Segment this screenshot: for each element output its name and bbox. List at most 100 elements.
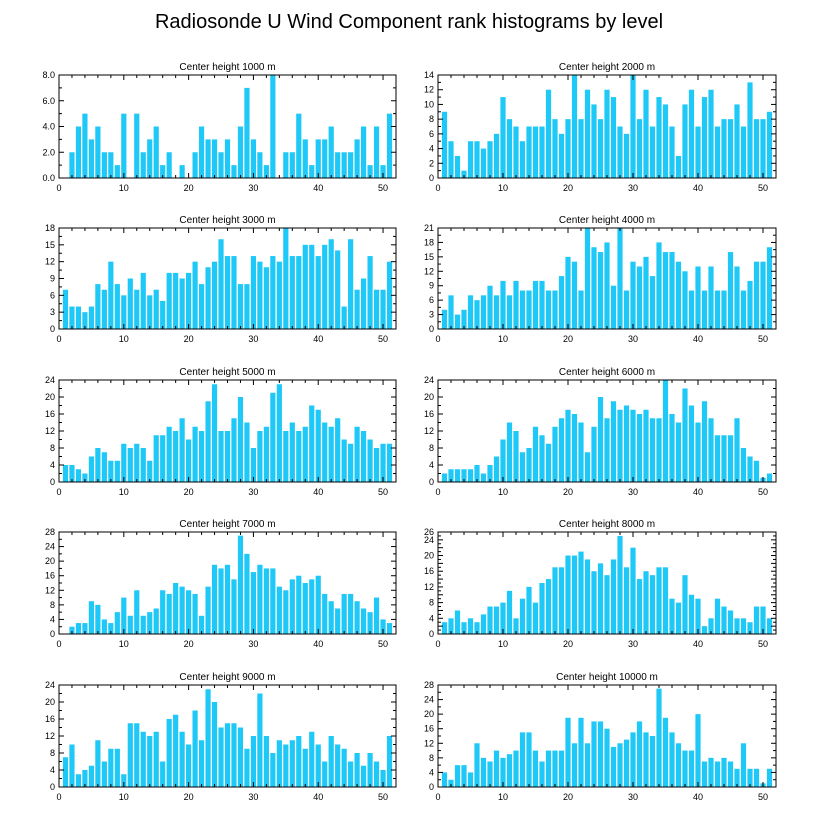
panel-5-bar xyxy=(160,435,166,482)
panel-4-xtick-label: 10 xyxy=(498,334,508,344)
panel-7-bar xyxy=(173,583,179,634)
panel-6-bar xyxy=(558,418,565,482)
panel-7-bar xyxy=(160,590,166,634)
panel-8-bar xyxy=(643,571,649,634)
panel-5-xtick-label: 0 xyxy=(56,487,61,497)
panel-4-xtick-label: 0 xyxy=(435,334,440,344)
panel-6-ytick-label: 16 xyxy=(424,409,434,419)
panel-3-bar xyxy=(101,289,107,329)
panel-10-bar xyxy=(740,743,747,787)
panel-8-xtick-label: 30 xyxy=(628,639,638,649)
panel-10-bar xyxy=(734,768,740,787)
panel-10-xtick-label: 0 xyxy=(435,792,440,802)
panel-2-bar xyxy=(493,133,500,178)
panel-7-xtick-label: 0 xyxy=(56,639,61,649)
panel-2-ytick-label: 2 xyxy=(429,158,434,168)
panel-9-bar xyxy=(114,748,120,787)
panel-9-title: Center height 9000 m xyxy=(179,672,275,683)
panel-9-bar xyxy=(354,753,360,787)
panel-1-bar xyxy=(69,152,75,178)
panel-9-bar xyxy=(309,731,315,787)
panel-3-bar xyxy=(179,278,185,329)
panel-1-bar xyxy=(309,165,315,179)
panel-4-bar xyxy=(519,290,526,329)
panel-3-bar xyxy=(75,306,82,329)
panel-7-bar xyxy=(101,619,107,634)
panel-2-bar xyxy=(558,133,565,178)
panel-8-bar xyxy=(714,598,721,634)
panel-2-bar xyxy=(623,133,630,178)
panel-4-bar xyxy=(467,295,474,329)
panel-6-xtick-label: 40 xyxy=(693,487,703,497)
panel-6: Center height 6000 m 0 10 20 30 40 50 0 4 8 12 16 20… xyxy=(424,367,777,497)
panel-5-bar xyxy=(205,401,211,482)
panel-6-bar xyxy=(591,426,597,482)
panel-8-bar xyxy=(500,602,506,634)
panel-5-bar xyxy=(186,439,192,482)
panel-6-ytick-label: 12 xyxy=(424,426,434,436)
panel-7-xtick-label: 30 xyxy=(248,639,258,649)
panel-7-bar xyxy=(250,572,257,634)
panel-9-bar xyxy=(127,723,133,787)
panel-9-bar xyxy=(302,748,308,787)
panel-6-bar xyxy=(649,418,656,482)
panel-4-bar xyxy=(701,290,708,329)
panel-9-bar xyxy=(386,736,393,787)
panel-3-ytick-label: 12 xyxy=(45,257,55,267)
panel-7-ytick-label: 8 xyxy=(50,600,55,610)
panel-6-bar xyxy=(526,448,532,482)
panel-8-ytick-label: 20 xyxy=(424,551,434,561)
panel-7-bar xyxy=(263,568,269,634)
panel-7-bar xyxy=(270,568,276,634)
panel-5-bar xyxy=(95,448,101,482)
panel-10-ytick-label: 24 xyxy=(424,695,434,705)
panel-6-ytick-label: 0 xyxy=(429,477,434,487)
panel-5-bar xyxy=(218,431,224,482)
panel-7-bar xyxy=(341,593,347,634)
panel-7-bar xyxy=(192,593,198,634)
panel-5-bar xyxy=(198,431,205,482)
panel-10-bar xyxy=(493,750,500,787)
panel-6-bar xyxy=(461,469,467,482)
panel-1-bar xyxy=(134,113,140,179)
panel-10-xtick-label: 30 xyxy=(628,792,638,802)
panel-1-bar xyxy=(121,113,127,179)
panel-7-bar xyxy=(88,601,94,634)
panel-3-bar xyxy=(348,239,354,329)
panel-8-bar xyxy=(513,618,519,634)
panel-6-xtick-label: 0 xyxy=(435,487,440,497)
panel-2-bar xyxy=(695,126,701,178)
panel-1-bar xyxy=(341,152,347,178)
panel-10-bar xyxy=(610,746,617,787)
panel-8-ytick-label: 4 xyxy=(429,613,434,623)
panel-3-bar xyxy=(341,306,347,329)
panel-2-bar xyxy=(552,119,558,178)
panel-10-bar xyxy=(636,721,643,787)
panel-3-bar xyxy=(140,272,146,329)
panel-8-bar xyxy=(701,626,708,634)
panel-5-ytick-label: 16 xyxy=(45,409,55,419)
panel-7-ytick-label: 12 xyxy=(45,585,55,595)
panel-4-bar xyxy=(623,290,630,329)
panel-7-ytick-label: 24 xyxy=(45,542,55,552)
panel-2-bar xyxy=(578,119,584,178)
panel-1-bar xyxy=(250,139,257,179)
panel-9-xtick-label: 10 xyxy=(119,792,129,802)
panel-5-bar xyxy=(134,443,140,482)
panel-2-bar xyxy=(643,89,649,178)
panel-9-bar xyxy=(75,774,82,787)
panel-8-bar xyxy=(695,598,701,634)
panel-2-bar xyxy=(519,141,526,178)
panel-7-bar xyxy=(237,535,244,634)
panel-7-bar xyxy=(315,575,321,634)
panel-9-bar xyxy=(361,765,367,787)
panel-10-bar xyxy=(532,750,539,787)
panel-9-bar xyxy=(192,710,198,787)
panel-9: Center height 9000 m 0 10 20 30 40 50 0 4 8 12 16 20… xyxy=(45,672,397,802)
panel-6-xtick-label: 30 xyxy=(628,487,638,497)
panel-5-bar xyxy=(373,448,380,482)
panel-6-bar xyxy=(513,431,519,482)
panel-3-bar xyxy=(186,272,192,329)
panel-6-bar xyxy=(656,418,662,482)
panel-8-bar xyxy=(688,594,695,634)
